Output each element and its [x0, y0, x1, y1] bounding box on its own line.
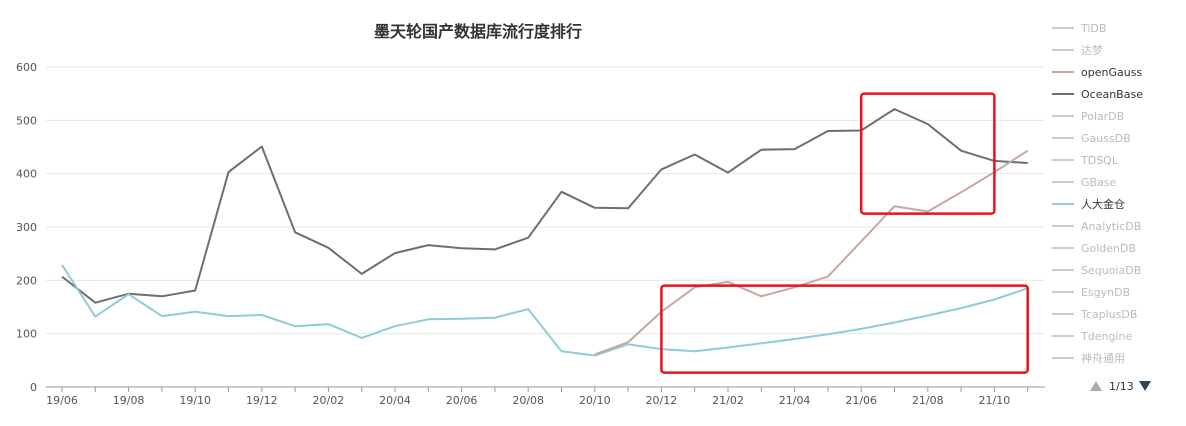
legend-item[interactable]: openGauss: [1052, 66, 1142, 79]
legend-item[interactable]: SequoiaDB: [1052, 264, 1141, 277]
legend-label: GBase: [1081, 176, 1117, 189]
highlight-box-1: [660, 284, 1029, 374]
legend-item[interactable]: TcaplusDB: [1052, 308, 1137, 321]
x-tick-label: 19/12: [246, 394, 278, 407]
y-axis: 0 100 200 300 400 500 600: [16, 61, 37, 394]
legend-label: TcaplusDB: [1080, 308, 1137, 321]
legend-label: GaussDB: [1081, 132, 1131, 145]
legend-label: SequoiaDB: [1081, 264, 1141, 277]
highlight-box-0: [859, 92, 996, 215]
legend-item[interactable]: Tdengine: [1052, 330, 1132, 343]
page-up-icon[interactable]: [1090, 381, 1102, 391]
legend-item[interactable]: TDSQL: [1052, 154, 1119, 167]
legend-item[interactable]: 人大金仓: [1052, 197, 1125, 211]
legend-label: Tdengine: [1080, 330, 1132, 343]
x-tick-label: 20/02: [313, 394, 345, 407]
legend-item[interactable]: EsgynDB: [1052, 286, 1130, 299]
legend-item[interactable]: GaussDB: [1052, 132, 1131, 145]
legend-item[interactable]: GoldenDB: [1052, 242, 1136, 255]
legend-label: openGauss: [1081, 66, 1142, 79]
legend-label: 达梦: [1081, 44, 1103, 57]
x-tick-label: 20/06: [446, 394, 478, 407]
y-tick-label: 300: [16, 221, 37, 234]
legend-label: OceanBase: [1081, 88, 1143, 101]
legend-label: PolarDB: [1081, 110, 1124, 123]
x-tick-label: 19/08: [113, 394, 145, 407]
chart-title: 墨天轮国产数据库流行度排行: [374, 22, 582, 41]
x-tick-label: 20/12: [646, 394, 678, 407]
y-tick-label: 0: [30, 381, 37, 394]
legend-label: TDSQL: [1080, 154, 1119, 167]
legend-item[interactable]: PolarDB: [1052, 110, 1124, 123]
legend-item[interactable]: GBase: [1052, 176, 1117, 189]
gridlines: [46, 66, 1045, 335]
x-tick-label: 20/08: [512, 394, 544, 407]
x-tick-label: 19/10: [179, 394, 211, 407]
legend: TiDB 达梦 openGauss OceanBase PolarDB GaussDB TD…: [1052, 22, 1143, 365]
y-tick-label: 500: [16, 114, 37, 127]
x-tick-label: 21/10: [979, 394, 1011, 407]
legend-label: 人大金仓: [1081, 197, 1125, 211]
plot-area: [61, 108, 1029, 357]
legend-item[interactable]: 神舟通用: [1052, 351, 1125, 365]
legend-label: GoldenDB: [1081, 242, 1136, 255]
legend-item[interactable]: 达梦: [1052, 44, 1103, 57]
page-down-icon[interactable]: [1139, 381, 1151, 391]
x-tick-label: 21/04: [779, 394, 811, 407]
legend-label: EsgynDB: [1081, 286, 1130, 299]
x-tick-label: 21/08: [912, 394, 944, 407]
legend-item[interactable]: TiDB: [1052, 22, 1106, 35]
series-line-1[interactable]: [61, 264, 1029, 357]
x-axis: 19/06 19/08 19/10 19/12 20/02 20/04 20/06 20/08…: [46, 386, 1045, 407]
legend-label: 神舟通用: [1081, 351, 1125, 365]
legend-label: TiDB: [1080, 22, 1106, 35]
legend-item[interactable]: OceanBase: [1052, 88, 1143, 101]
y-tick-label: 600: [16, 61, 37, 74]
x-tick-label: 19/06: [46, 394, 78, 407]
legend-item[interactable]: AnalyticDB: [1052, 220, 1141, 233]
legend-label: AnalyticDB: [1081, 220, 1141, 233]
series-line-0[interactable]: [61, 108, 1028, 304]
highlight-boxes: [660, 92, 1029, 374]
y-tick-label: 400: [16, 168, 37, 181]
y-tick-label: 100: [16, 328, 37, 341]
legend-page-indicator: 1/13: [1109, 380, 1134, 393]
legend-pager: 1/13: [1090, 380, 1151, 393]
y-tick-label: 200: [16, 274, 37, 287]
x-tick-label: 20/10: [579, 394, 611, 407]
x-tick-label: 21/02: [712, 394, 744, 407]
x-tick-label: 20/04: [379, 394, 411, 407]
x-tick-label: 21/06: [845, 394, 877, 407]
series-line-2[interactable]: [594, 149, 1029, 356]
